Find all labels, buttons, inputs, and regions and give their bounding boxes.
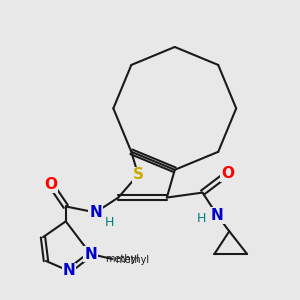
Text: N: N [89,205,102,220]
Text: methyl: methyl [115,255,149,265]
Text: O: O [221,166,234,181]
Text: O: O [44,177,57,192]
Text: N: N [84,247,97,262]
Text: H: H [197,212,206,225]
Text: S: S [133,167,144,182]
Text: N: N [62,263,75,278]
Text: methyl: methyl [105,254,139,264]
Text: N: N [211,208,224,223]
Text: H: H [105,216,114,229]
